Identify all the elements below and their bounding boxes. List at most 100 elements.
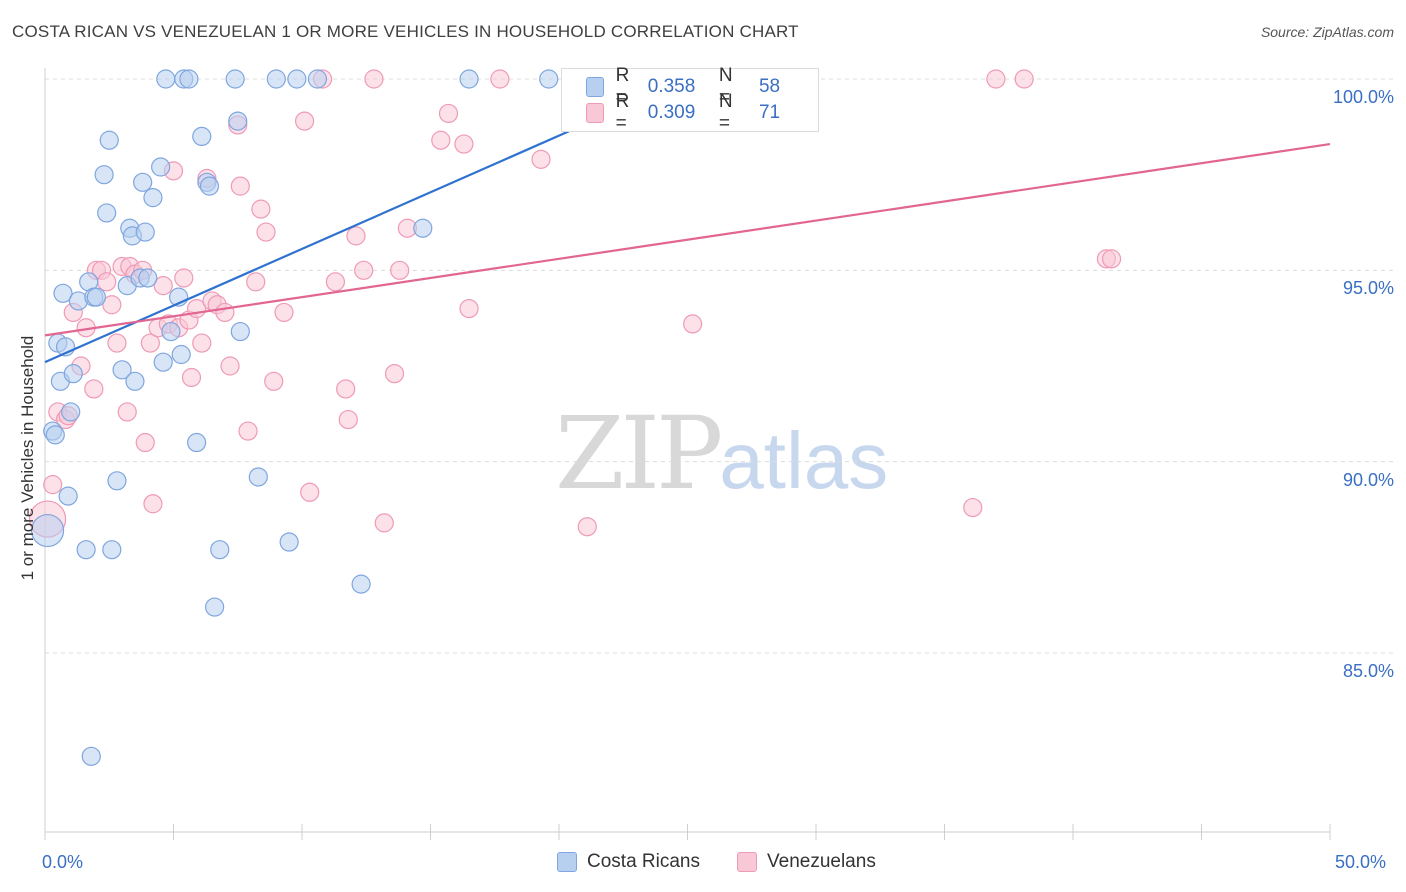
- venezuelans-point: [264, 371, 284, 391]
- venezuelans-point: [374, 513, 394, 533]
- y-tick-label: 85.0%: [1342, 661, 1394, 681]
- venezuelans-point: [117, 402, 137, 422]
- costa-ricans-point: [151, 157, 171, 177]
- costa-ricans-point: [153, 352, 173, 372]
- costa-ricans-point: [225, 69, 245, 89]
- costa-ricans-point: [99, 130, 119, 150]
- series-legend: Costa Ricans Venezuelans: [0, 851, 1406, 877]
- costa-ricans-point: [192, 126, 212, 146]
- n-label: N =: [718, 91, 733, 134]
- venezuelans-point: [215, 302, 235, 323]
- y-tick-label: 100.0%: [1332, 87, 1394, 107]
- venezuelans-point: [1014, 69, 1034, 89]
- axes: [44, 68, 1331, 840]
- costa-ricans-point: [413, 218, 433, 238]
- costa-ricans-point: [138, 268, 158, 288]
- venezuelans-point: [97, 272, 117, 292]
- r-value: 0.309: [647, 102, 696, 123]
- venezuelans-point: [531, 149, 551, 169]
- chart-title: COSTA RICAN VS VENEZUELAN 1 OR MORE VEHI…: [12, 22, 799, 41]
- costa-ricans-point: [266, 69, 286, 89]
- legend-row-costa-ricans: R = 0.358 N = 58: [586, 65, 818, 108]
- venezuelans-point: [181, 367, 202, 388]
- legend-swatch-blue: [586, 77, 604, 97]
- costa-ricans-point: [30, 513, 65, 548]
- venezuelans-point: [431, 130, 451, 150]
- y-axis-label: 1 or more Vehicles in Household: [18, 335, 37, 581]
- costa-ricans-point: [230, 321, 250, 342]
- costa-ricans-point: [307, 69, 328, 89]
- venezuelans-trend-line: [44, 142, 1331, 337]
- costa-ricans-point: [45, 425, 65, 445]
- x-tick-label-max: 50.0%: [1335, 852, 1387, 872]
- source-label: Source: ZipAtlas.com: [1260, 24, 1394, 40]
- costa-ricans-point: [58, 486, 78, 506]
- costa-ricans-point: [94, 165, 114, 185]
- venezuelans-point: [354, 260, 374, 280]
- venezuelans-point: [300, 482, 320, 502]
- n-value: 58: [758, 76, 781, 97]
- costa-ricans-point: [205, 597, 225, 617]
- venezuelans-point: [336, 379, 356, 399]
- costa-ricans-point: [161, 321, 181, 342]
- venezuelans-point: [153, 276, 173, 296]
- costa-ricans-point: [135, 222, 155, 242]
- costa-ricans-point: [143, 188, 163, 208]
- costa-ricans-point: [86, 287, 107, 307]
- venezuelans-point: [238, 421, 258, 441]
- r-label: R =: [615, 91, 630, 134]
- legend-swatch-pink: [737, 852, 757, 872]
- r-value: 0.358: [647, 76, 696, 97]
- venezuelans-point: [246, 272, 266, 292]
- venezuelans-point: [107, 333, 127, 353]
- venezuelans-point: [256, 222, 276, 242]
- costa-ricans-point: [63, 364, 83, 384]
- venezuelans-point: [192, 333, 212, 353]
- costa-ricans-point: [107, 471, 127, 491]
- costa-ricans-point: [97, 203, 117, 223]
- n-value: 71: [758, 102, 781, 123]
- costa-ricans-point: [133, 172, 153, 192]
- venezuelans-point: [986, 69, 1006, 89]
- venezuelans-point: [43, 475, 63, 495]
- y-tick-label: 90.0%: [1342, 469, 1394, 490]
- costa-ricans-point: [61, 402, 81, 422]
- costa-ricans-point: [210, 540, 230, 560]
- costa-ricans-point: [187, 432, 207, 453]
- venezuelans-point: [459, 299, 479, 319]
- costa-ricans-point: [125, 371, 145, 391]
- costa-ricans-point: [76, 540, 96, 560]
- legend-swatch-pink: [586, 103, 604, 123]
- legend-swatch-blue: [557, 852, 577, 872]
- legend-row-venezuelans: R = 0.309 N = 71: [586, 91, 818, 134]
- correlation-legend: R = 0.358 N = 58 R = 0.309 N = 71: [561, 65, 819, 134]
- venezuelans-point: [346, 226, 366, 246]
- venezuelans-point: [220, 356, 240, 376]
- costa-ricans-point: [156, 69, 176, 89]
- venezuelans-point: [338, 409, 358, 430]
- venezuelans-point: [135, 432, 155, 453]
- costa-ricans-points: [30, 69, 726, 766]
- venezuelans-point: [230, 176, 250, 196]
- venezuelans-point: [577, 517, 597, 537]
- venezuelans-point: [325, 272, 346, 292]
- watermark-atlas: atlas: [719, 416, 889, 505]
- costa-ricans-point: [179, 69, 199, 89]
- costa-ricans-point: [171, 344, 191, 365]
- costa-ricans-point: [112, 360, 132, 380]
- x-tick-label-min: 0.0%: [42, 852, 84, 872]
- legend-item-venezuelans[interactable]: Venezuelans: [737, 851, 876, 873]
- venezuelans-point: [490, 69, 510, 89]
- venezuelans-point: [683, 314, 703, 334]
- legend-item-costa-ricans[interactable]: Costa Ricans: [557, 851, 700, 873]
- legend-label: Costa Ricans: [587, 851, 700, 872]
- venezuelans-point: [963, 497, 983, 518]
- venezuelans-point: [140, 333, 160, 353]
- venezuelans-point: [274, 302, 294, 323]
- y-tick-label: 95.0%: [1342, 278, 1394, 299]
- costa-ricans-point: [539, 69, 559, 89]
- venezuelans-point: [251, 199, 271, 219]
- venezuelans-point: [364, 69, 384, 89]
- costa-ricans-point: [102, 540, 122, 560]
- costa-ricans-point: [199, 176, 220, 196]
